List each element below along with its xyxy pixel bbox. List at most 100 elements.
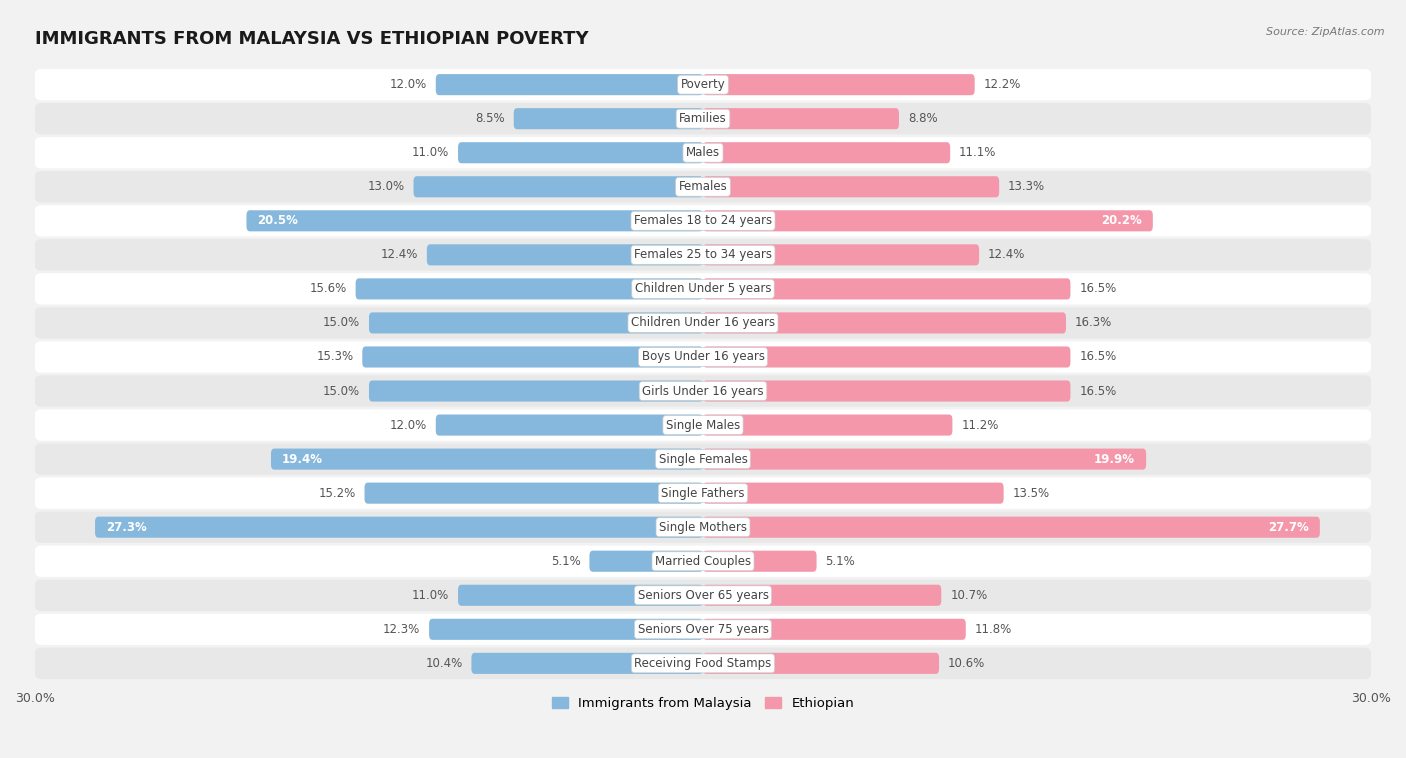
- Text: Girls Under 16 years: Girls Under 16 years: [643, 384, 763, 397]
- Text: 20.5%: 20.5%: [257, 215, 298, 227]
- Text: 11.8%: 11.8%: [974, 623, 1012, 636]
- Text: Single Mothers: Single Mothers: [659, 521, 747, 534]
- FancyBboxPatch shape: [703, 74, 974, 96]
- Text: 20.2%: 20.2%: [1101, 215, 1142, 227]
- Text: Children Under 16 years: Children Under 16 years: [631, 316, 775, 330]
- FancyBboxPatch shape: [703, 619, 966, 640]
- FancyBboxPatch shape: [458, 584, 703, 606]
- FancyBboxPatch shape: [34, 580, 1372, 611]
- FancyBboxPatch shape: [34, 546, 1372, 577]
- FancyBboxPatch shape: [356, 278, 703, 299]
- Text: 11.0%: 11.0%: [412, 589, 449, 602]
- Text: Married Couples: Married Couples: [655, 555, 751, 568]
- Text: Seniors Over 75 years: Seniors Over 75 years: [637, 623, 769, 636]
- FancyBboxPatch shape: [34, 307, 1372, 339]
- FancyBboxPatch shape: [429, 619, 703, 640]
- FancyBboxPatch shape: [703, 176, 1000, 197]
- Text: Seniors Over 65 years: Seniors Over 65 years: [637, 589, 769, 602]
- FancyBboxPatch shape: [34, 478, 1372, 509]
- Text: Single Females: Single Females: [658, 453, 748, 465]
- Text: 15.0%: 15.0%: [323, 384, 360, 397]
- FancyBboxPatch shape: [589, 550, 703, 572]
- Text: 16.5%: 16.5%: [1080, 283, 1116, 296]
- FancyBboxPatch shape: [368, 381, 703, 402]
- FancyBboxPatch shape: [703, 653, 939, 674]
- Text: Single Fathers: Single Fathers: [661, 487, 745, 500]
- FancyBboxPatch shape: [34, 409, 1372, 440]
- Text: Boys Under 16 years: Boys Under 16 years: [641, 350, 765, 364]
- FancyBboxPatch shape: [471, 653, 703, 674]
- Text: Females 18 to 24 years: Females 18 to 24 years: [634, 215, 772, 227]
- Text: 15.3%: 15.3%: [316, 350, 353, 364]
- FancyBboxPatch shape: [703, 550, 817, 572]
- FancyBboxPatch shape: [34, 647, 1372, 679]
- Text: 15.2%: 15.2%: [318, 487, 356, 500]
- Legend: Immigrants from Malaysia, Ethiopian: Immigrants from Malaysia, Ethiopian: [547, 691, 859, 715]
- FancyBboxPatch shape: [703, 312, 1066, 334]
- FancyBboxPatch shape: [413, 176, 703, 197]
- FancyBboxPatch shape: [703, 381, 1070, 402]
- Text: 13.5%: 13.5%: [1012, 487, 1050, 500]
- FancyBboxPatch shape: [246, 210, 703, 231]
- Text: 13.3%: 13.3%: [1008, 180, 1045, 193]
- FancyBboxPatch shape: [703, 449, 1146, 470]
- Text: 12.4%: 12.4%: [381, 249, 418, 262]
- Text: 16.5%: 16.5%: [1080, 384, 1116, 397]
- FancyBboxPatch shape: [96, 517, 703, 537]
- FancyBboxPatch shape: [34, 137, 1372, 168]
- FancyBboxPatch shape: [703, 517, 1320, 537]
- FancyBboxPatch shape: [271, 449, 703, 470]
- Text: Families: Families: [679, 112, 727, 125]
- Text: 27.7%: 27.7%: [1268, 521, 1309, 534]
- FancyBboxPatch shape: [34, 171, 1372, 202]
- Text: Single Males: Single Males: [666, 418, 740, 431]
- Text: 11.2%: 11.2%: [962, 418, 998, 431]
- FancyBboxPatch shape: [703, 415, 952, 436]
- FancyBboxPatch shape: [34, 512, 1372, 543]
- Text: Males: Males: [686, 146, 720, 159]
- Text: 16.3%: 16.3%: [1076, 316, 1112, 330]
- FancyBboxPatch shape: [703, 108, 898, 130]
- Text: 12.0%: 12.0%: [389, 78, 427, 91]
- Text: Females 25 to 34 years: Females 25 to 34 years: [634, 249, 772, 262]
- FancyBboxPatch shape: [364, 483, 703, 504]
- FancyBboxPatch shape: [363, 346, 703, 368]
- FancyBboxPatch shape: [436, 415, 703, 436]
- Text: 12.3%: 12.3%: [382, 623, 420, 636]
- FancyBboxPatch shape: [34, 69, 1372, 100]
- FancyBboxPatch shape: [427, 244, 703, 265]
- Text: 12.0%: 12.0%: [389, 418, 427, 431]
- Text: 10.4%: 10.4%: [425, 657, 463, 670]
- FancyBboxPatch shape: [703, 346, 1070, 368]
- FancyBboxPatch shape: [34, 103, 1372, 134]
- FancyBboxPatch shape: [34, 443, 1372, 475]
- FancyBboxPatch shape: [703, 483, 1004, 504]
- FancyBboxPatch shape: [513, 108, 703, 130]
- Text: 27.3%: 27.3%: [107, 521, 148, 534]
- Text: Females: Females: [679, 180, 727, 193]
- Text: 11.1%: 11.1%: [959, 146, 997, 159]
- Text: Source: ZipAtlas.com: Source: ZipAtlas.com: [1267, 27, 1385, 36]
- Text: 5.1%: 5.1%: [551, 555, 581, 568]
- FancyBboxPatch shape: [34, 341, 1372, 373]
- Text: Receiving Food Stamps: Receiving Food Stamps: [634, 657, 772, 670]
- Text: 15.6%: 15.6%: [309, 283, 347, 296]
- Text: Poverty: Poverty: [681, 78, 725, 91]
- Text: 8.5%: 8.5%: [475, 112, 505, 125]
- FancyBboxPatch shape: [436, 74, 703, 96]
- FancyBboxPatch shape: [703, 244, 979, 265]
- FancyBboxPatch shape: [34, 375, 1372, 407]
- FancyBboxPatch shape: [703, 584, 941, 606]
- Text: 5.1%: 5.1%: [825, 555, 855, 568]
- Text: IMMIGRANTS FROM MALAYSIA VS ETHIOPIAN POVERTY: IMMIGRANTS FROM MALAYSIA VS ETHIOPIAN PO…: [35, 30, 589, 49]
- FancyBboxPatch shape: [34, 614, 1372, 645]
- Text: 12.4%: 12.4%: [988, 249, 1025, 262]
- Text: 16.5%: 16.5%: [1080, 350, 1116, 364]
- Text: 10.6%: 10.6%: [948, 657, 986, 670]
- Text: 19.4%: 19.4%: [283, 453, 323, 465]
- Text: 8.8%: 8.8%: [908, 112, 938, 125]
- FancyBboxPatch shape: [703, 143, 950, 163]
- FancyBboxPatch shape: [458, 143, 703, 163]
- Text: 19.9%: 19.9%: [1094, 453, 1135, 465]
- FancyBboxPatch shape: [34, 205, 1372, 236]
